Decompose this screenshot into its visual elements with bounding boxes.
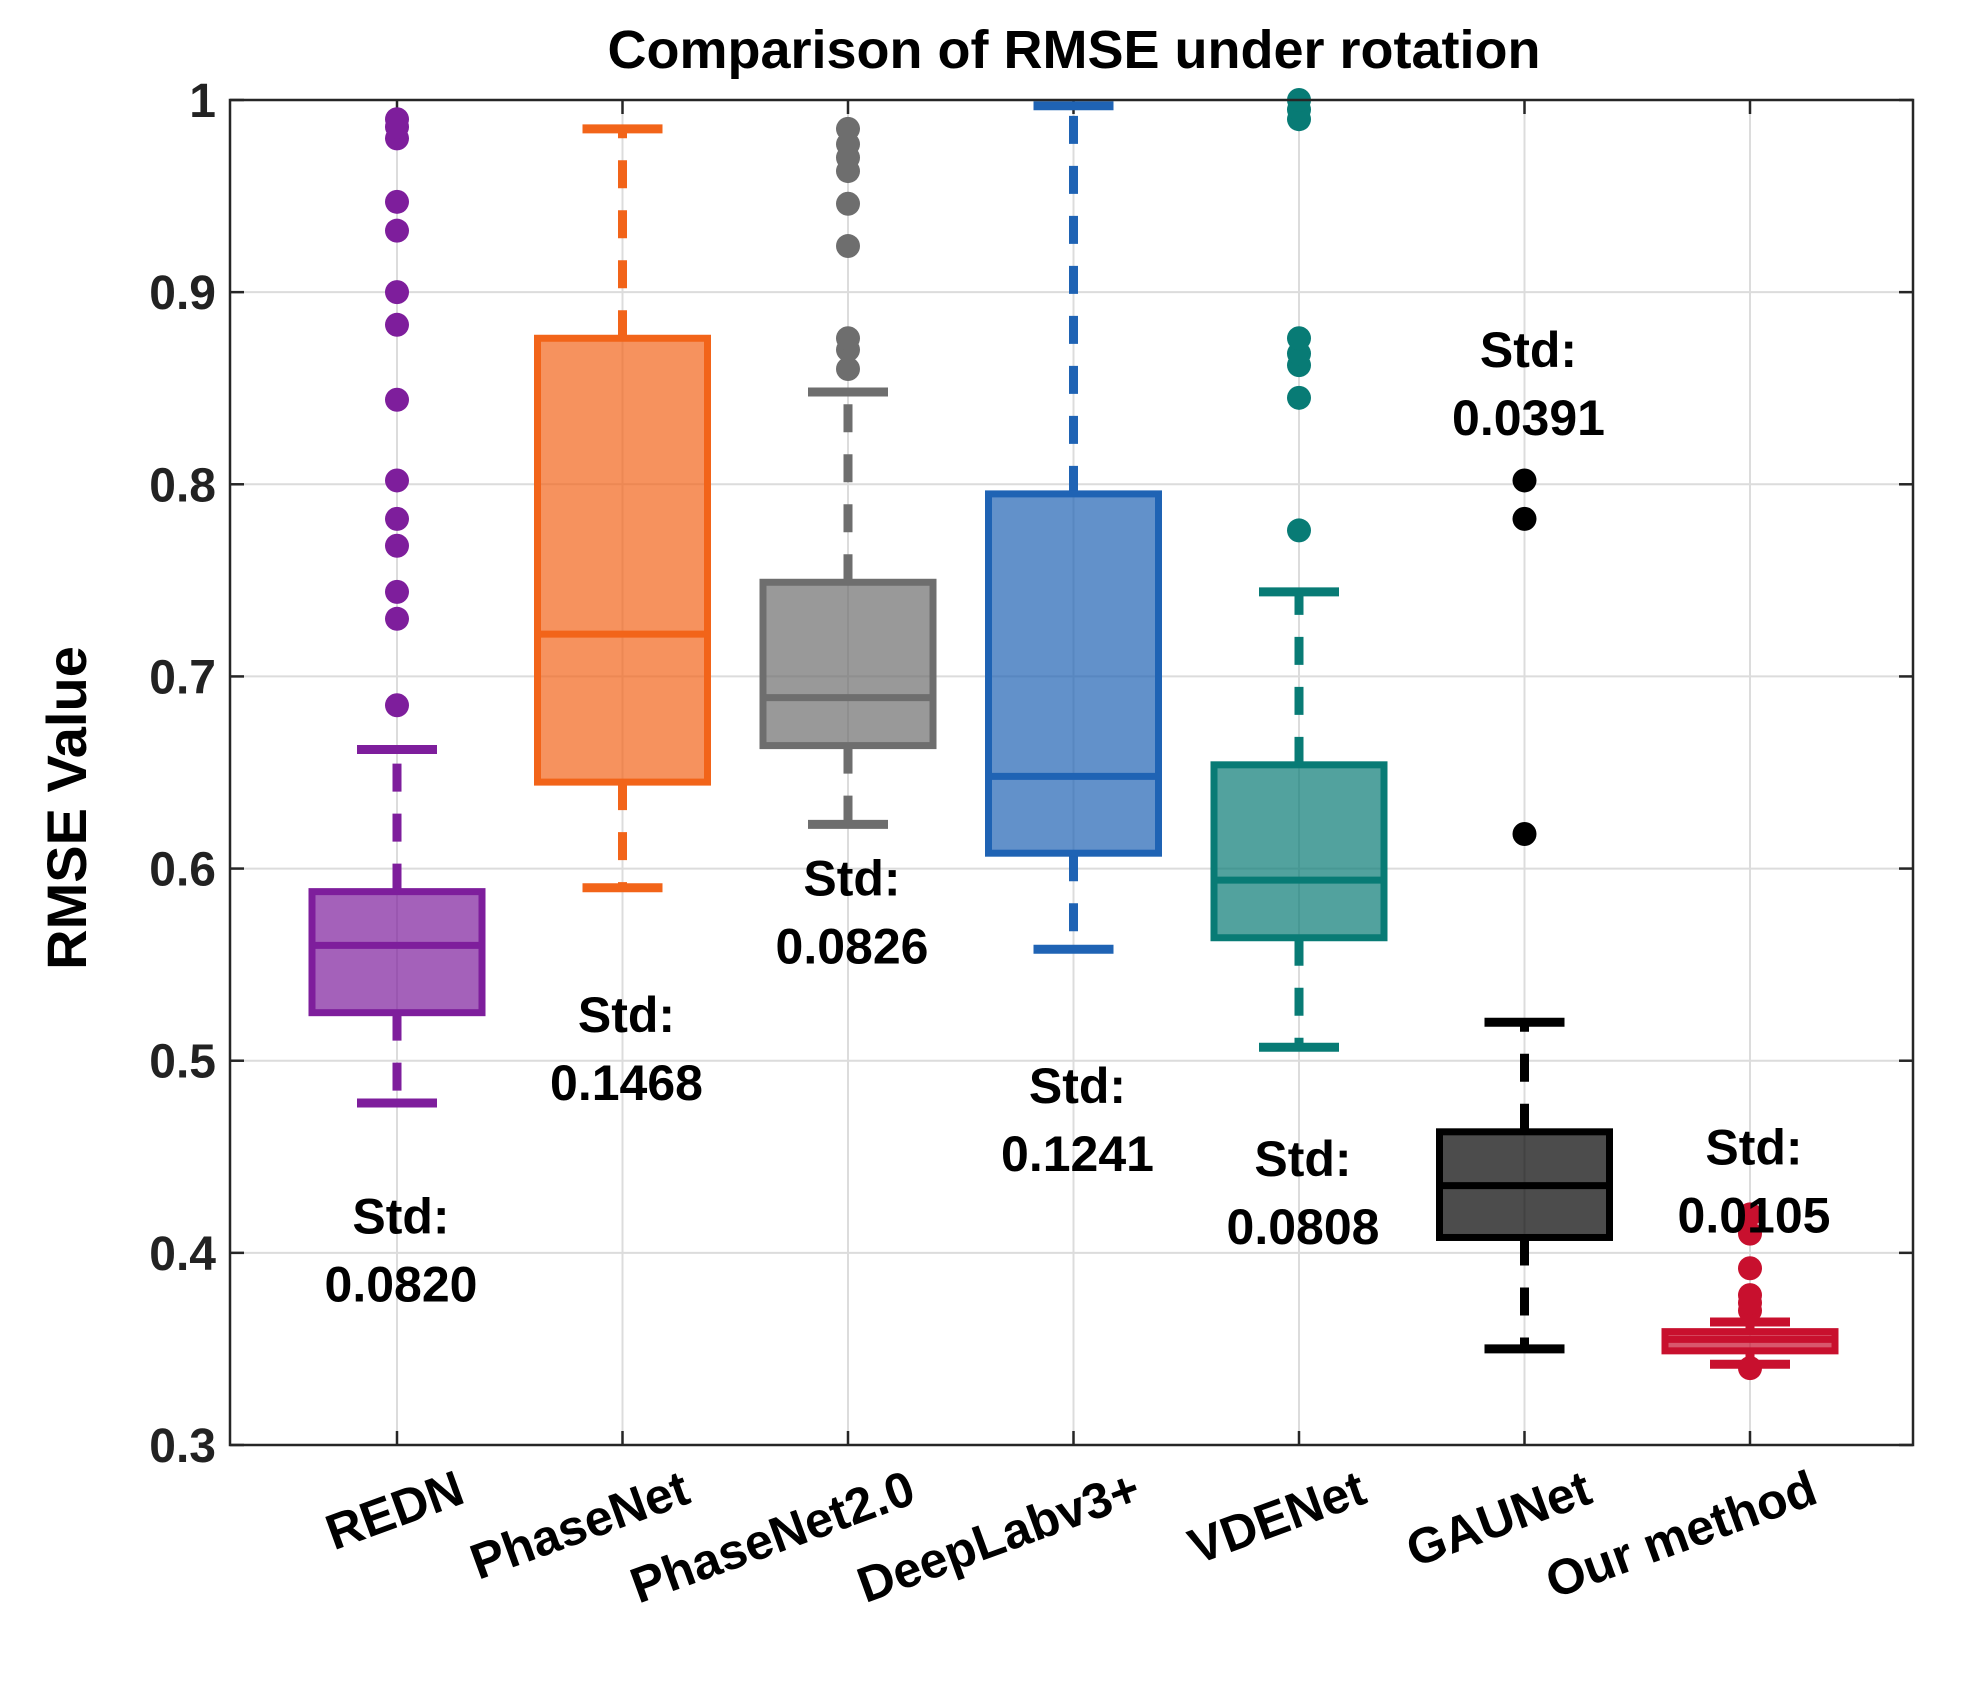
outlier-point — [1512, 468, 1537, 493]
std-label-heading: Std: — [352, 1189, 449, 1245]
y-tick-label: 0.7 — [149, 651, 216, 704]
outlier-point — [385, 606, 409, 631]
box-group — [1210, 88, 1388, 1052]
box-group — [308, 107, 486, 1108]
y-tick-label: 0.8 — [149, 459, 216, 512]
outlier-point — [836, 116, 860, 141]
outlier-point — [385, 693, 409, 718]
std-label-value: 0.0391 — [1452, 390, 1605, 446]
box — [759, 578, 937, 750]
std-label-value: 0.0826 — [776, 918, 929, 974]
chart-title: Comparison of RMSE under rotation — [607, 20, 1540, 80]
outlier-point — [1512, 506, 1537, 531]
box — [1210, 761, 1388, 942]
std-label-heading: Std: — [1480, 322, 1577, 378]
outlier-point — [385, 312, 409, 337]
outlier-point — [385, 107, 409, 132]
outlier-point — [1738, 1356, 1762, 1381]
std-label-value: 0.1468 — [550, 1055, 703, 1111]
outlier-point — [385, 506, 409, 531]
outlier-point — [1287, 326, 1311, 351]
outlier-point — [385, 189, 409, 214]
outlier-point — [836, 357, 860, 381]
outlier-point — [836, 326, 860, 351]
box-group — [534, 124, 711, 893]
outlier-point — [1512, 821, 1537, 846]
outlier-point — [1738, 1202, 1762, 1227]
outlier-point — [385, 387, 409, 412]
outlier-point — [1287, 518, 1311, 543]
outlier-point — [385, 468, 409, 493]
x-tick-label: VDENet — [1181, 1460, 1373, 1575]
outlier-point — [836, 234, 860, 259]
std-label-value: 0.0105 — [1678, 1187, 1831, 1243]
box-group — [985, 101, 1162, 954]
outlier-point — [836, 191, 860, 216]
outlier-point — [1738, 1256, 1762, 1281]
std-label-heading: Std: — [1254, 1131, 1351, 1187]
box-layer — [308, 88, 1839, 1381]
box-group — [1661, 1202, 1839, 1381]
box — [534, 334, 711, 786]
std-label-heading: Std: — [1705, 1119, 1802, 1175]
box — [308, 888, 486, 1017]
std-label-value: 0.0820 — [325, 1257, 478, 1313]
outlier-point — [385, 280, 409, 305]
y-tick-label: 1 — [189, 75, 216, 128]
x-tick-label: REDN — [318, 1460, 470, 1561]
box-group — [759, 116, 937, 829]
y-tick-label: 0.4 — [149, 1228, 216, 1281]
axes-frame — [228, 98, 1915, 1447]
y-tick-label: 0.5 — [149, 1036, 216, 1089]
outlier-point — [1738, 1283, 1762, 1308]
outlier-point — [385, 533, 409, 558]
outlier-point — [385, 218, 409, 243]
outlier-point — [385, 579, 409, 604]
std-label-value: 0.1241 — [1001, 1126, 1154, 1182]
std-label-heading: Std: — [1029, 1058, 1126, 1114]
std-label-heading: Std: — [803, 850, 900, 906]
std-label-heading: Std: — [578, 987, 675, 1043]
std-label-value: 0.0808 — [1227, 1199, 1380, 1255]
box-group — [1436, 468, 1613, 1354]
y-axis-label: RMSE Value — [35, 646, 98, 970]
outlier-point — [1738, 1221, 1762, 1246]
y-tick-label: 0.9 — [149, 267, 216, 320]
y-tick-label: 0.3 — [149, 1420, 216, 1473]
box — [985, 490, 1162, 857]
outlier-point — [1287, 385, 1311, 410]
y-tick-label: 0.6 — [149, 844, 216, 897]
